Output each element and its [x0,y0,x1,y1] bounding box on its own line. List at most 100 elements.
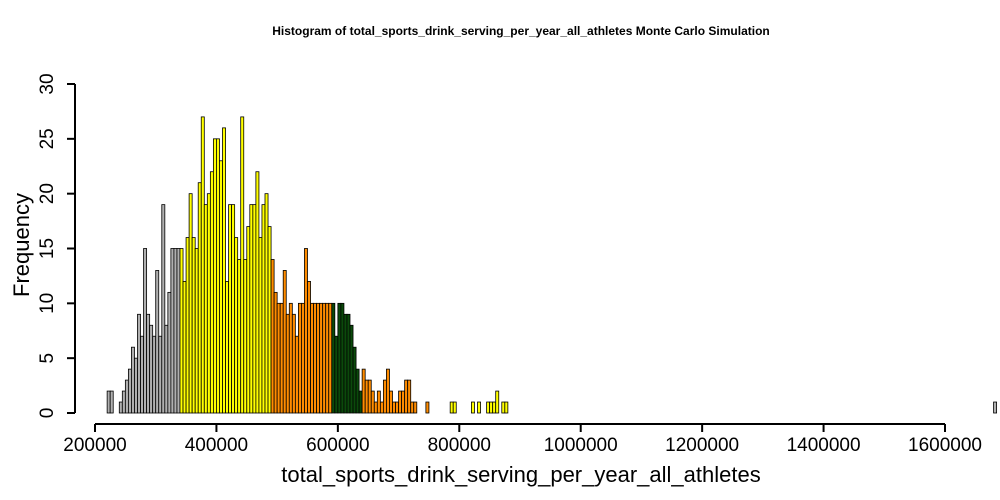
histogram-bar [158,335,163,414]
histogram-bar [294,335,299,414]
histogram-bar [206,193,211,414]
histogram-bar [231,204,236,414]
histogram-bar [118,401,123,414]
histogram-bar [264,193,269,414]
histogram-bar [395,401,399,414]
histogram-bar [379,401,384,414]
histogram-bar [155,270,160,414]
histogram-bar [386,368,390,414]
x-tick-label: 800000 [428,435,491,456]
histogram-bar [127,368,132,414]
histogram-bar [407,379,412,414]
histogram-bar [164,324,169,414]
histogram-bar [273,291,278,414]
histogram-bar [179,248,184,414]
histogram-bar [486,401,491,414]
x-tick-label: 200000 [63,435,126,456]
histogram-bar [291,313,296,414]
histogram-bar [185,237,190,414]
histogram-bar [319,302,324,414]
histogram-bar [240,116,245,414]
histogram-bar [209,171,214,414]
histogram-bar [285,313,290,414]
histogram-bar [121,390,126,414]
histogram-bar [106,390,111,414]
histogram-bar [489,401,494,414]
histogram-bar [124,379,129,414]
y-tick-label: 15 [37,238,58,259]
histogram-bar [392,401,396,414]
histogram-bar [228,204,233,414]
histogram-bar [471,401,475,414]
histogram-bar [301,302,305,414]
histogram-bar [267,226,272,414]
histogram-bar [382,379,387,414]
histogram-bar [197,182,202,414]
histogram-bar [161,204,166,414]
y-tick-label: 10 [37,293,58,314]
histogram-bar [358,390,363,414]
histogram-bar [234,237,239,414]
histogram-bar [343,313,348,414]
histogram-bar [182,280,187,414]
histogram-bar [270,259,275,414]
histogram-bar [361,368,366,414]
histogram-bar [316,302,321,414]
histogram-bar [352,346,357,414]
histogram-bar [328,302,333,414]
histogram-bar [249,204,254,414]
histogram-bar [140,335,144,414]
histogram-bar [340,302,345,414]
histogram-bar [313,302,318,414]
y-tick-label: 20 [37,183,58,204]
histogram-bar [243,259,248,414]
y-axis-label: Frequency [9,193,34,297]
histogram-bar [304,248,308,414]
x-tick-label: 400000 [185,435,248,456]
histogram-bar [246,226,251,414]
histogram-bar [373,401,378,414]
histogram-bar [477,401,481,414]
y-tick-label: 30 [37,73,58,94]
histogram-bar [349,324,354,414]
histogram-bar [282,270,287,414]
histogram-bar [137,313,141,414]
histogram-bar [355,368,360,414]
histogram-bar [492,401,497,414]
x-tick-label: 1400000 [787,435,861,456]
histogram-bar [288,302,293,414]
histogram-bar [501,401,506,414]
histogram-bar [310,302,314,414]
histogram-bar [367,379,372,414]
histogram-bar [134,357,138,414]
histogram-bar [425,401,430,414]
x-tick-label: 1000000 [544,435,618,456]
histogram-bar [376,390,381,414]
histogram-bar [191,237,196,414]
histogram-bar [146,313,151,414]
histogram-bar [370,390,375,414]
histogram-bars [106,116,998,414]
histogram-bar [993,401,998,414]
histogram-bar [337,302,342,414]
histogram-bar [449,401,454,414]
histogram-bar [252,204,257,414]
chart-title: Histogram of total_sports_drink_serving_… [272,24,769,38]
histogram-bar [413,401,418,414]
histogram-bar [143,248,148,414]
x-tick-label: 600000 [306,435,369,456]
histogram-bar [261,204,266,414]
histogram-bar [331,302,336,414]
histogram-bar [322,302,327,414]
histogram-bar [167,291,172,414]
histogram-bar [410,401,415,414]
x-tick-label: 1600000 [908,435,982,456]
histogram-bar [404,379,409,414]
histogram-bar [203,204,208,414]
histogram-bar [297,302,302,414]
histogram-bar [346,313,351,414]
histogram-bar [389,390,393,414]
histogram-bar [149,324,154,414]
histogram-bar [398,390,403,414]
